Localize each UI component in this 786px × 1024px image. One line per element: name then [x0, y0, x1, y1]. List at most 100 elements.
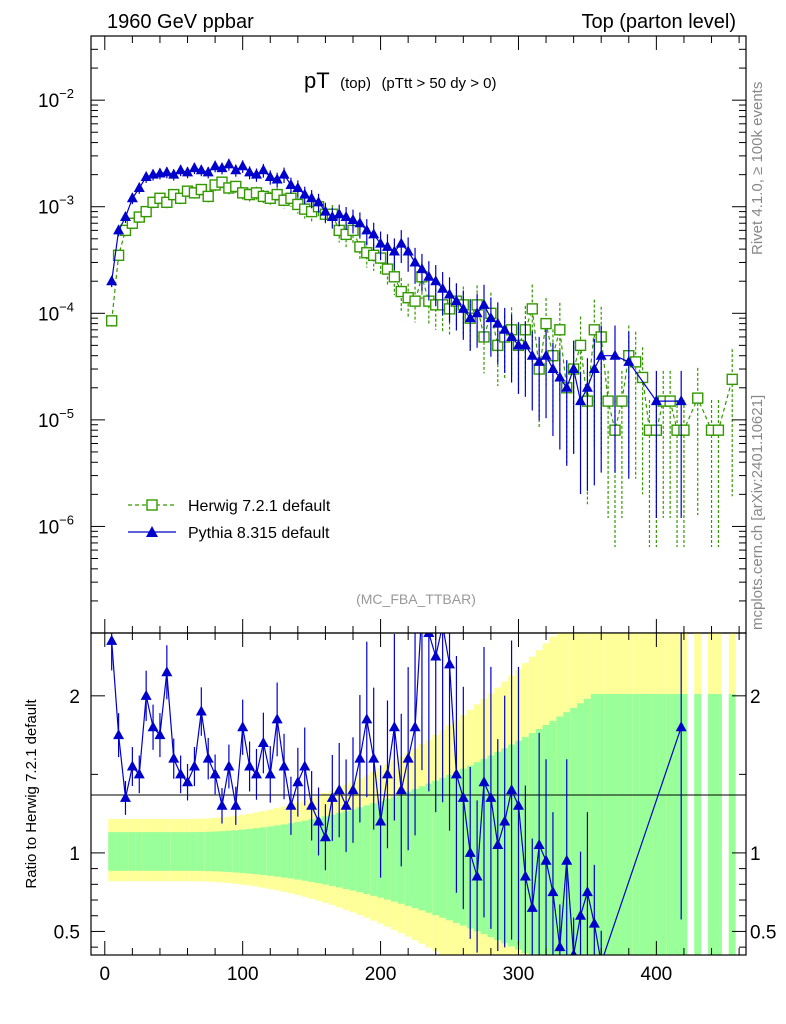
herwig-series — [105, 176, 738, 548]
ratio-point-marker — [340, 799, 352, 810]
mcplots-label: mcplots.cern.ch [arXiv:2401.10621] — [749, 395, 766, 630]
data-point-marker — [354, 217, 366, 228]
ratio-point-marker — [588, 917, 600, 928]
ratio-point-marker — [506, 784, 518, 795]
ratio-point-marker — [140, 689, 152, 700]
legend-item-herwig: Herwig 7.2.1 default — [128, 498, 331, 515]
ratio-point-marker — [444, 658, 456, 669]
ratio-band-inner — [432, 780, 440, 916]
data-point-marker — [216, 176, 228, 188]
ratio-plot: 0.5 0.5 1 1 2 2 0 100 200 300 400 Ratio to Herwig… — [23, 619, 776, 985]
data-point-marker — [457, 302, 469, 313]
data-point-marker — [271, 173, 283, 184]
ratio-point-marker — [596, 957, 607, 967]
data-point-marker — [299, 188, 311, 199]
ratio-y-axis: 0.5 0.5 1 1 2 2 — [54, 687, 776, 948]
data-point-marker — [375, 237, 387, 248]
ratio-point-marker — [575, 909, 587, 920]
ratio-point-marker — [381, 768, 393, 779]
ratio-point-marker — [423, 633, 435, 637]
ratio-band-inner — [708, 693, 715, 955]
ratio-ytick-label-right: 1 — [750, 844, 761, 865]
ratio-band-inner — [439, 777, 447, 918]
ratio-band-inner — [728, 693, 736, 955]
ratio-point-marker — [499, 815, 511, 826]
ratio-band-inner — [204, 831, 212, 872]
plot-title: pT (top) (pTtt > 50 dy > 0) — [304, 68, 497, 93]
ratio-series — [106, 619, 687, 967]
ratio-point-marker — [175, 768, 187, 779]
data-point-marker — [588, 363, 600, 374]
ratio-point-marker — [237, 721, 249, 732]
ratio-point-marker — [347, 784, 359, 795]
ratio-point-marker — [540, 854, 552, 865]
data-point-marker — [195, 164, 207, 175]
data-point-marker — [675, 395, 687, 406]
data-point-marker — [499, 323, 511, 334]
ratio-band-inner — [184, 832, 191, 871]
data-point-marker — [464, 312, 476, 323]
ratio-point-marker — [133, 768, 145, 779]
ratio-band-inner — [108, 832, 116, 871]
data-point-marker — [450, 295, 462, 306]
ratio-band-inner — [266, 826, 274, 876]
data-point-marker — [202, 190, 214, 203]
ratio-band-inner — [597, 693, 605, 955]
ratio-band-inner — [652, 693, 660, 955]
main-ytick-label: 10−5 — [38, 406, 74, 432]
ratio-band-inner — [177, 832, 185, 871]
data-point-marker — [326, 211, 338, 222]
ratio-point-marker — [168, 752, 180, 763]
ratio-band-inner — [390, 796, 398, 902]
ratio-band-inner — [115, 832, 123, 871]
ratio-point-marker — [154, 729, 166, 740]
ratio-band-inner — [370, 803, 378, 896]
ratio-y-label: Ratio to Herwig 7.2.1 default — [23, 699, 40, 889]
ratio-ytick-label-right: 2 — [750, 687, 761, 708]
ratio-point-marker — [230, 799, 242, 810]
ratio-point-marker — [354, 752, 366, 763]
ratio-band-inner — [673, 693, 681, 955]
data-point-marker — [540, 349, 552, 360]
ratio-point-marker — [202, 752, 214, 763]
ratio-band-inner — [163, 832, 171, 871]
ratio-x-axis: 0 100 200 300 400 — [100, 633, 740, 985]
ratio-point-marker — [250, 768, 262, 779]
data-point-marker — [388, 271, 401, 283]
ratio-band-inner — [287, 823, 295, 879]
ratio-point-marker — [375, 815, 387, 826]
data-point-marker — [416, 263, 428, 274]
data-point-marker — [574, 339, 587, 352]
ratio-point-marker — [437, 619, 448, 629]
data-point-marker — [381, 240, 393, 251]
ratio-band-inner — [666, 693, 674, 955]
ratio-series-clipped — [106, 619, 687, 967]
ratio-band-inner — [411, 788, 419, 909]
data-point-marker — [126, 217, 139, 229]
ratio-band-inner — [659, 693, 667, 955]
main-plot-frame — [90, 35, 747, 634]
header-right: Top (parton level) — [581, 11, 736, 33]
ratio-point-marker — [182, 776, 194, 787]
ratio-point-marker — [188, 760, 200, 771]
ratio-band-inner — [328, 814, 336, 886]
ratio-point-marker — [478, 776, 490, 787]
data-point-marker — [278, 168, 290, 179]
ratio-point-marker — [526, 901, 538, 912]
legend-herwig-label: Herwig 7.2.1 default — [188, 498, 331, 515]
data-point-marker — [361, 224, 373, 235]
main-plot: 10−6 10−5 10−4 10−3 10−2 pT (top) (pTtt > 50… — [38, 35, 747, 634]
ratio-point-marker — [430, 650, 442, 661]
ratio-point-marker — [113, 729, 125, 740]
data-point-marker — [712, 424, 725, 436]
ratio-band-inner — [446, 774, 453, 921]
data-point-marker — [519, 339, 531, 350]
ratio-ytick-label-right: 0.5 — [750, 922, 776, 943]
data-point-marker — [602, 395, 614, 407]
data-point-marker — [237, 160, 249, 171]
data-point-marker — [581, 381, 593, 392]
data-point-marker — [244, 166, 256, 177]
ratio-band-inner — [714, 693, 722, 955]
series-line — [111, 163, 682, 403]
